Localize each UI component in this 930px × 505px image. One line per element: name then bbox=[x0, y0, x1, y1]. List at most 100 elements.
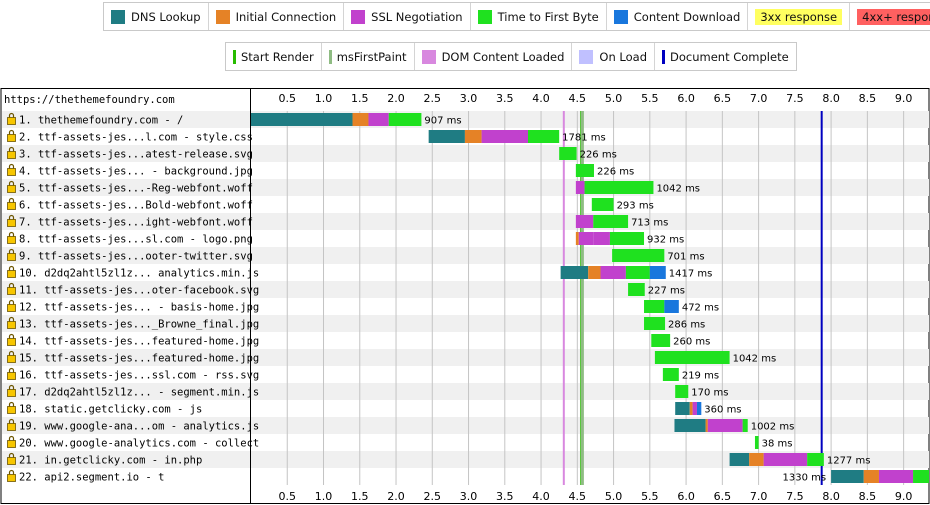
lock-body bbox=[7, 389, 16, 397]
legend-label: Content Download bbox=[633, 9, 741, 24]
legend-label: msFirstPaint bbox=[336, 49, 407, 64]
legend-phase-item: 3xx response bbox=[747, 3, 849, 30]
bar-segment-ttfb bbox=[559, 147, 577, 160]
request-label: 19. www.google-ana...om - analytics.js bbox=[19, 421, 259, 433]
legend-phase-item: Content Download bbox=[605, 3, 748, 30]
bar-segment-download bbox=[649, 266, 666, 279]
lock-shackle bbox=[8, 282, 15, 288]
lock-body bbox=[7, 304, 16, 312]
request-label: 20. www.google-analytics.com - collect bbox=[19, 438, 259, 450]
lock-icon bbox=[7, 197, 16, 210]
request-label: 9. ttf-assets-jes...ooter-twitter.svg bbox=[19, 251, 253, 263]
lock-icon bbox=[7, 163, 16, 176]
lock-shackle bbox=[8, 248, 15, 254]
duration-label: 1781 ms bbox=[562, 133, 606, 144]
x-tick-label-bottom: 3.0 bbox=[460, 490, 478, 503]
x-tick-label-bottom: 6.0 bbox=[677, 490, 695, 503]
bar-segment-dns bbox=[251, 113, 353, 126]
request-label: 22. api2.segment.io - t bbox=[19, 472, 164, 484]
lock-shackle bbox=[8, 469, 15, 475]
request-label: 13. ttf-assets-jes..._Browne_final.jpg bbox=[19, 319, 259, 331]
legend-phase-item: 4xx+ response bbox=[849, 3, 930, 30]
request-label: 21. in.getclicky.com - in.php bbox=[19, 455, 202, 467]
legend-label: Start Render bbox=[241, 49, 314, 64]
request-label: 16. ttf-assets-jes...ssl.com - rss.svg bbox=[19, 370, 259, 382]
row-background bbox=[2, 383, 929, 400]
bar-segment-ttfb bbox=[625, 266, 650, 279]
lock-icon bbox=[7, 299, 16, 312]
bar-segment-ttfb bbox=[913, 470, 929, 483]
lock-body bbox=[7, 151, 16, 159]
lock-shackle bbox=[8, 112, 15, 118]
bar-segment-download bbox=[664, 300, 679, 313]
x-tick-label-top: 3.5 bbox=[496, 92, 514, 105]
legend-markers: Start Render msFirstPaint DOM Content Load… bbox=[225, 42, 797, 71]
dom-content-loaded-marker bbox=[562, 111, 565, 485]
lock-icon bbox=[7, 248, 16, 261]
bar-segment-ttfb bbox=[807, 453, 824, 466]
x-tick-label-top: 0.5 bbox=[279, 92, 297, 105]
row-background bbox=[2, 179, 929, 196]
lock-shackle bbox=[8, 435, 15, 441]
bar-segment-ttfb bbox=[591, 198, 614, 211]
lock-shackle bbox=[8, 316, 15, 322]
lock-shackle bbox=[8, 214, 15, 220]
lock-body bbox=[7, 440, 16, 448]
lock-shackle bbox=[8, 452, 15, 458]
legend-marker-item: Start Render bbox=[226, 43, 321, 70]
request-label: 10. d2dq2ahtl5zl1z... analytics.min.js bbox=[19, 268, 259, 280]
legend-swatch bbox=[613, 9, 628, 24]
duration-label: 286 ms bbox=[668, 320, 705, 331]
lock-shackle bbox=[8, 384, 15, 390]
duration-label: 1042 ms bbox=[656, 184, 700, 195]
legend-marker-item: Document Complete bbox=[654, 43, 796, 70]
duration-label: 226 ms bbox=[580, 150, 617, 161]
lock-icon bbox=[7, 435, 16, 448]
bar-segment-connect bbox=[705, 419, 708, 432]
bar-segment-ttfb bbox=[651, 334, 671, 347]
lock-icon bbox=[7, 350, 16, 363]
lock-body bbox=[7, 474, 16, 482]
x-tick-label-bottom: 1.0 bbox=[315, 490, 333, 503]
lock-icon bbox=[7, 231, 16, 244]
lock-shackle bbox=[8, 350, 15, 356]
bar-segment-connect bbox=[352, 113, 369, 126]
row-background bbox=[2, 145, 929, 162]
lock-icon bbox=[7, 265, 16, 278]
legend-label: On Load bbox=[599, 49, 647, 64]
lock-icon bbox=[7, 214, 16, 227]
lock-shackle bbox=[8, 299, 15, 305]
lock-icon bbox=[7, 401, 16, 414]
request-label: 8. ttf-assets-jes...sl.com - logo.png bbox=[19, 234, 253, 246]
bar-segment-ttfb bbox=[593, 215, 629, 228]
lock-shackle bbox=[8, 129, 15, 135]
duration-label: 260 ms bbox=[673, 337, 710, 348]
bar-segment-dns bbox=[560, 266, 589, 279]
x-tick-label-top: 4.0 bbox=[532, 92, 550, 105]
row-background bbox=[2, 213, 929, 230]
bar-segment-ttfb bbox=[654, 351, 730, 364]
legend-phases: DNS Lookup Initial Connection SSL Negotiat… bbox=[103, 2, 930, 31]
lock-icon bbox=[7, 129, 16, 142]
bar-segment-ssl bbox=[575, 215, 594, 228]
x-tick-label-bottom: 8.5 bbox=[859, 490, 877, 503]
legend-swatch bbox=[579, 49, 594, 64]
lock-icon bbox=[7, 418, 16, 431]
legend-marker-item: On Load bbox=[571, 43, 654, 70]
bar-segment-ssl bbox=[578, 232, 594, 245]
x-tick-label-bottom: 7.0 bbox=[750, 490, 768, 503]
lock-body bbox=[7, 185, 16, 193]
lock-shackle bbox=[8, 146, 15, 152]
request-label: 15. ttf-assets-jes...featured-home.jpg bbox=[19, 353, 259, 365]
lock-body bbox=[7, 355, 16, 363]
legend-swatch bbox=[477, 9, 492, 24]
lock-icon bbox=[7, 384, 16, 397]
lock-body bbox=[7, 457, 16, 465]
bar-segment-ssl bbox=[481, 130, 529, 143]
x-tick-label-bottom: 5.5 bbox=[641, 490, 659, 503]
duration-label: 1042 ms bbox=[733, 354, 777, 365]
duration-label: 1330 ms bbox=[783, 473, 827, 484]
legend-swatch bbox=[233, 49, 236, 64]
bar-segment-ttfb bbox=[675, 385, 689, 398]
bar-segment-ttfb bbox=[388, 113, 422, 126]
